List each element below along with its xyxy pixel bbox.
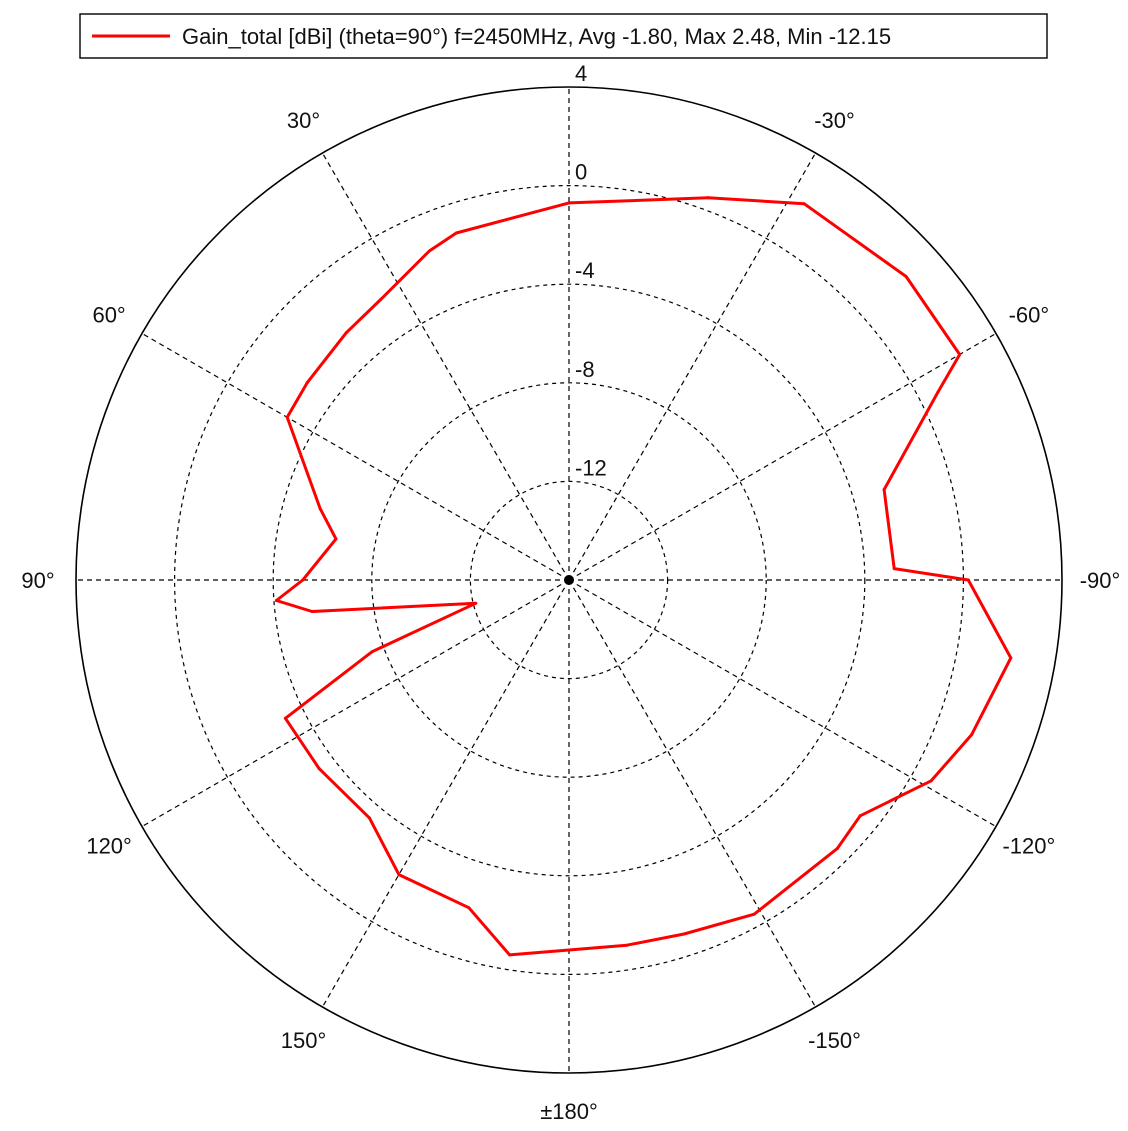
gain-point [274,599,278,602]
radial-tick-label: -4 [575,258,595,283]
gain-point [752,912,756,916]
angular-gridline [321,152,570,581]
gain-point [625,943,629,947]
gain-point [966,578,970,582]
gain-point [904,275,908,278]
angular-gridline [321,579,570,1008]
gain-point [317,766,321,770]
gain-point [305,381,309,385]
angular-gridline [141,579,570,828]
angular-gridline [568,579,817,1008]
gain-point [882,488,886,492]
gain-point [858,814,862,818]
angular-gridline [568,579,997,828]
gain-point [508,953,512,957]
axis-labels: 4 0 -4 -8 -12 -30° -60° -90° -120° -150° ±180° 150°… [21,61,1120,1124]
radial-tick-label: 0 [575,160,587,185]
gain-point [318,507,322,511]
legend-label: Gain_total [dBi] (theta=90°) f=2450MHz, … [182,24,891,49]
angular-tick-label: ±180° [540,1099,598,1124]
angular-tick-label: -60° [1009,303,1050,328]
radial-gridline [371,382,767,778]
gain-point [310,610,314,613]
angular-tick-label: -150° [808,1028,861,1053]
gain-point [454,231,458,235]
gain-point [301,578,305,582]
angular-tick-label: -120° [1002,834,1055,859]
gain-point [283,716,287,720]
angular-tick-label: 60° [92,303,125,328]
angular-gridline [568,332,997,581]
gain-point [567,201,571,205]
radial-tick-label: 4 [575,61,587,86]
gain-point [706,196,710,200]
gain-point [427,249,431,253]
gain-point [682,932,686,936]
gain-point [378,298,382,302]
angular-tick-label: 30° [287,108,320,133]
outer-ring [75,86,1063,1074]
radial-tick-label: -12 [575,455,607,480]
gain-trace [274,196,1013,957]
angular-tick-label: 90° [21,568,54,593]
gain-point [474,601,478,605]
gain-point [929,779,933,783]
legend: Gain_total [dBi] (theta=90°) f=2450MHz, … [79,13,1048,59]
gain-point [835,846,839,850]
gain-point [970,733,974,737]
gain-point [467,906,471,910]
radial-gridline [272,283,866,877]
gain-point [936,390,940,394]
gain-point [334,537,338,541]
angular-tick-label: 120° [86,834,132,859]
center-dot [564,575,574,585]
radial-gridline [469,480,669,680]
gain-point [397,873,401,877]
legend-box [79,13,1048,59]
gain-point [367,816,371,820]
angular-tick-label: -90° [1080,568,1121,593]
gain-point [344,331,348,335]
gain-point [892,567,896,571]
angular-tick-label: 150° [281,1028,327,1053]
angular-gridline [568,152,817,581]
radial-tick-label: -8 [575,357,595,382]
gain-point [285,415,289,419]
plot-area [274,196,1013,957]
angular-gridline [141,332,570,581]
gain-point [1009,656,1013,660]
gain-point [958,353,962,356]
angular-tick-label: -30° [814,108,855,133]
gain-point [802,202,806,206]
gain-point [370,650,374,654]
